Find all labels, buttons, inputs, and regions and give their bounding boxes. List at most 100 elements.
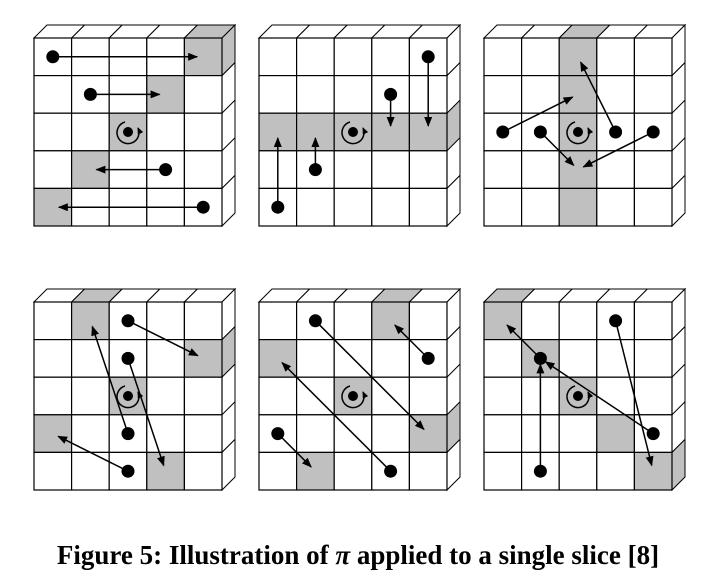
grid-cell	[596, 339, 635, 378]
lane-dot	[646, 427, 660, 441]
grid-cell	[33, 150, 73, 190]
lane-dot	[646, 125, 660, 139]
rotation-icon	[566, 385, 594, 409]
grid-cell	[333, 301, 373, 341]
grid-cell	[296, 339, 335, 378]
grid-cell	[333, 187, 373, 227]
grid-cell	[146, 112, 186, 152]
grid-cell	[520, 74, 560, 114]
slice-panel-6	[482, 287, 687, 492]
grid-cell	[70, 376, 110, 416]
grid-cell	[33, 301, 73, 341]
rotation-dot	[348, 127, 358, 137]
grid-cell	[596, 37, 635, 77]
move-arrow	[544, 361, 654, 435]
grid-cell	[371, 414, 410, 453]
rotation-arrow	[116, 121, 144, 145]
grid-cell	[70, 112, 110, 152]
move-arrow	[91, 325, 129, 434]
grid-cell	[408, 187, 448, 227]
grid-cell	[33, 112, 73, 152]
move-arrow	[394, 324, 429, 359]
rotation-dot	[573, 127, 583, 137]
grid-cell	[258, 376, 298, 416]
grid-cell	[483, 187, 523, 227]
caption-pi-symbol: π	[335, 540, 351, 570]
grid-cell	[558, 301, 598, 341]
grid-cell	[520, 150, 560, 190]
slice-panel-5	[257, 287, 462, 492]
grid-cell	[633, 339, 673, 378]
lane-dot	[196, 200, 210, 214]
grid-cell	[296, 74, 335, 114]
grid-cell	[333, 451, 373, 491]
rotation-icon	[116, 385, 144, 409]
move-arrow	[502, 96, 574, 133]
grid-cell	[633, 301, 673, 341]
grid-cell	[70, 414, 110, 453]
grid-cell	[258, 451, 298, 491]
grid-cell	[596, 451, 635, 491]
lane-dot	[159, 163, 173, 177]
lane-dot	[533, 351, 547, 365]
grid-cell	[146, 339, 186, 378]
slice-panel-3	[482, 23, 687, 228]
grid-cell	[146, 301, 186, 341]
lane-dot	[496, 125, 510, 139]
rotation-icon	[341, 121, 369, 145]
grid-cell	[183, 451, 223, 491]
figure-caption: Figure 5: Illustration of π applied to a…	[0, 540, 716, 571]
rotation-dot	[348, 391, 358, 401]
slice-panel-4	[32, 287, 237, 492]
grid-cell	[633, 37, 673, 77]
lane-dot	[308, 314, 322, 328]
grid-cell	[183, 150, 223, 190]
grid-cell	[183, 414, 223, 453]
grid-cell	[520, 301, 560, 341]
grid-cell	[483, 112, 523, 152]
grid-cell	[633, 74, 673, 114]
grid-cell	[183, 74, 223, 114]
grid-cell	[146, 376, 186, 416]
slice-panel-1	[32, 23, 237, 228]
grid-cell	[333, 37, 373, 77]
grid-cell	[33, 414, 73, 453]
rotation-dot	[573, 391, 583, 401]
grid-cell	[520, 187, 560, 227]
rotation-icon	[116, 121, 144, 145]
rotation-icon	[566, 121, 594, 145]
grid-cell	[183, 301, 223, 341]
grid-cell	[633, 150, 673, 190]
grid-cell	[558, 414, 598, 453]
grid-cell	[483, 414, 523, 453]
grid-cell	[408, 150, 448, 190]
grid-cell	[483, 451, 523, 491]
move-arrow	[539, 131, 575, 167]
grid-cell	[333, 74, 373, 114]
lane-dot	[421, 351, 435, 365]
lane-dot	[384, 464, 398, 478]
grid-cell	[33, 74, 73, 114]
move-arrow	[506, 324, 541, 359]
grid-cell	[296, 187, 335, 227]
rotation-arrow	[341, 385, 369, 409]
lane-dot	[533, 464, 547, 478]
move-arrow	[57, 435, 129, 472]
move-arrow	[127, 358, 165, 467]
grid-cell	[296, 37, 335, 77]
grid-cell	[558, 187, 598, 227]
grid-cell	[33, 451, 73, 491]
move-arrow	[314, 320, 425, 431]
slice-panel-2	[257, 23, 462, 228]
grid-cell	[596, 74, 635, 114]
grid-cell	[258, 37, 298, 77]
grid-cell	[70, 301, 110, 341]
grid-cell	[408, 301, 448, 341]
grid-cell	[183, 112, 223, 152]
grid-cell	[558, 339, 598, 378]
grid-cell	[183, 339, 223, 378]
lane-dot	[271, 200, 285, 214]
grid-cell	[483, 74, 523, 114]
grid-cell	[633, 451, 673, 491]
lane-dot	[271, 427, 285, 441]
